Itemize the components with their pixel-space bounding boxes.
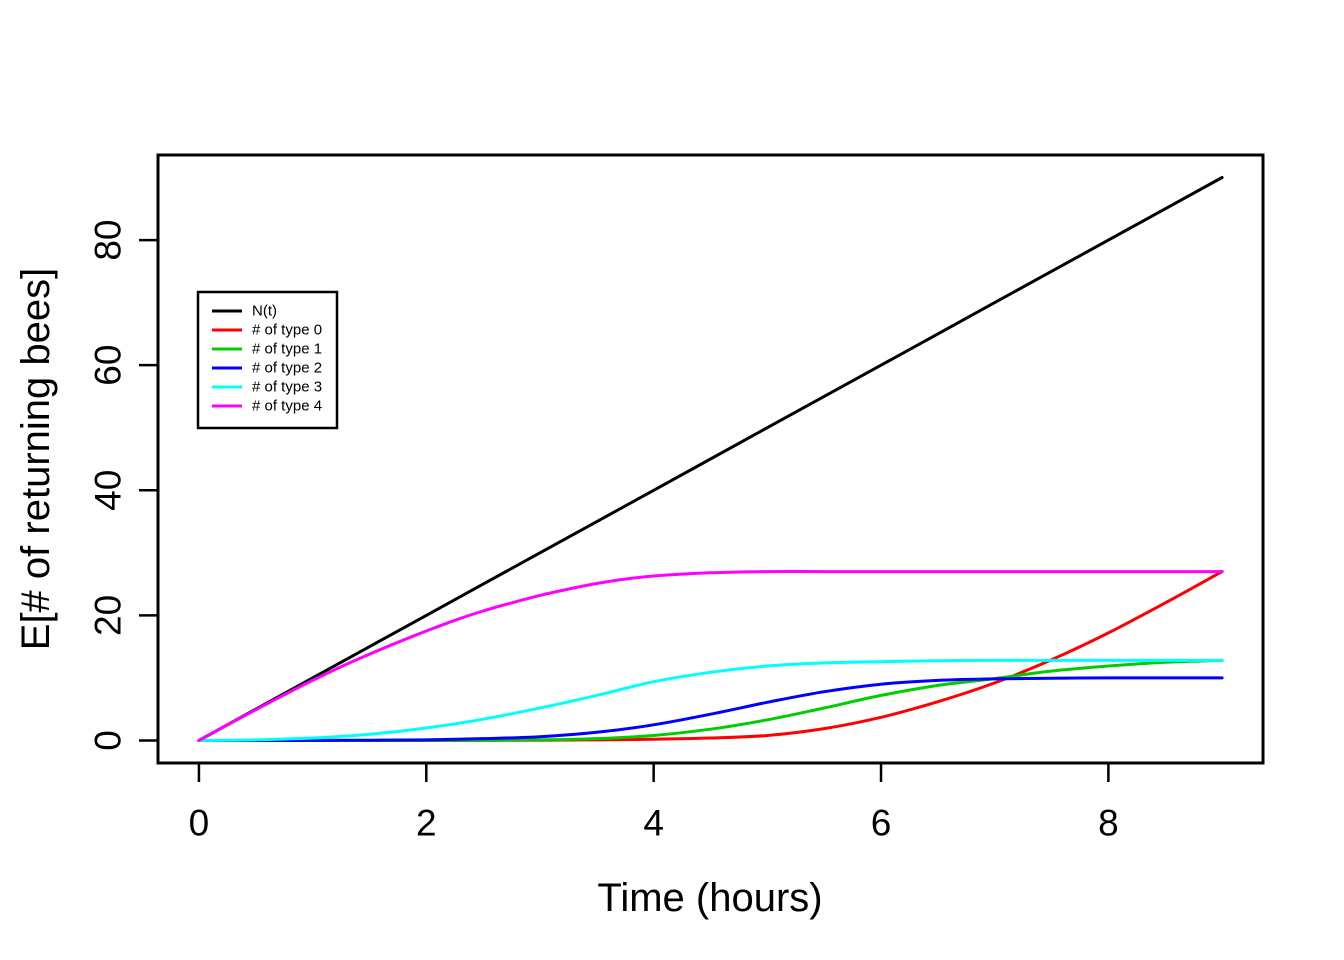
plot-box <box>156 153 1265 765</box>
legend: N(t) # of type 0 # of type 1 # of type 2 # o… <box>196 290 339 430</box>
y-tick-label: 20 <box>88 595 129 636</box>
x-tick-label: 0 <box>189 803 210 844</box>
legend-label: # of type 2 <box>252 360 322 377</box>
y-tick-label: 60 <box>88 345 129 386</box>
series-curve-of-type-3 <box>197 658 1224 742</box>
legend-label: N(t) <box>252 303 277 320</box>
x-tick-label: 6 <box>871 803 892 844</box>
legend-entry: # of type 0 <box>212 322 322 339</box>
series-curve-of-type-4 <box>197 570 1224 742</box>
legend-label: # of type 0 <box>252 322 322 339</box>
y-tick-label: 80 <box>88 219 129 260</box>
series-curve-of-type-2 <box>197 676 1224 742</box>
y-tick-label: 40 <box>88 470 129 511</box>
y-tick-label: 0 <box>88 730 129 751</box>
series-curve-n-t <box>197 176 1224 742</box>
legend-entry: # of type 3 <box>212 379 322 396</box>
legend-label: # of type 4 <box>252 398 322 415</box>
legend-entry: # of type 4 <box>212 398 322 415</box>
legend-entry: # of type 1 <box>212 341 322 358</box>
legend-entry: # of type 2 <box>212 360 322 377</box>
legend-label: # of type 1 <box>252 341 322 358</box>
x-axis-title: Time (hours) <box>597 876 822 920</box>
x-tick-label: 2 <box>416 803 437 844</box>
x-tick-label: 4 <box>643 803 664 844</box>
y-axis-title: E[# of returning bees] <box>14 268 58 650</box>
legend-label: # of type 3 <box>252 379 322 396</box>
x-tick-label: 8 <box>1098 803 1119 844</box>
curves-layer <box>197 176 1224 742</box>
legend-entry: N(t) <box>212 303 277 320</box>
